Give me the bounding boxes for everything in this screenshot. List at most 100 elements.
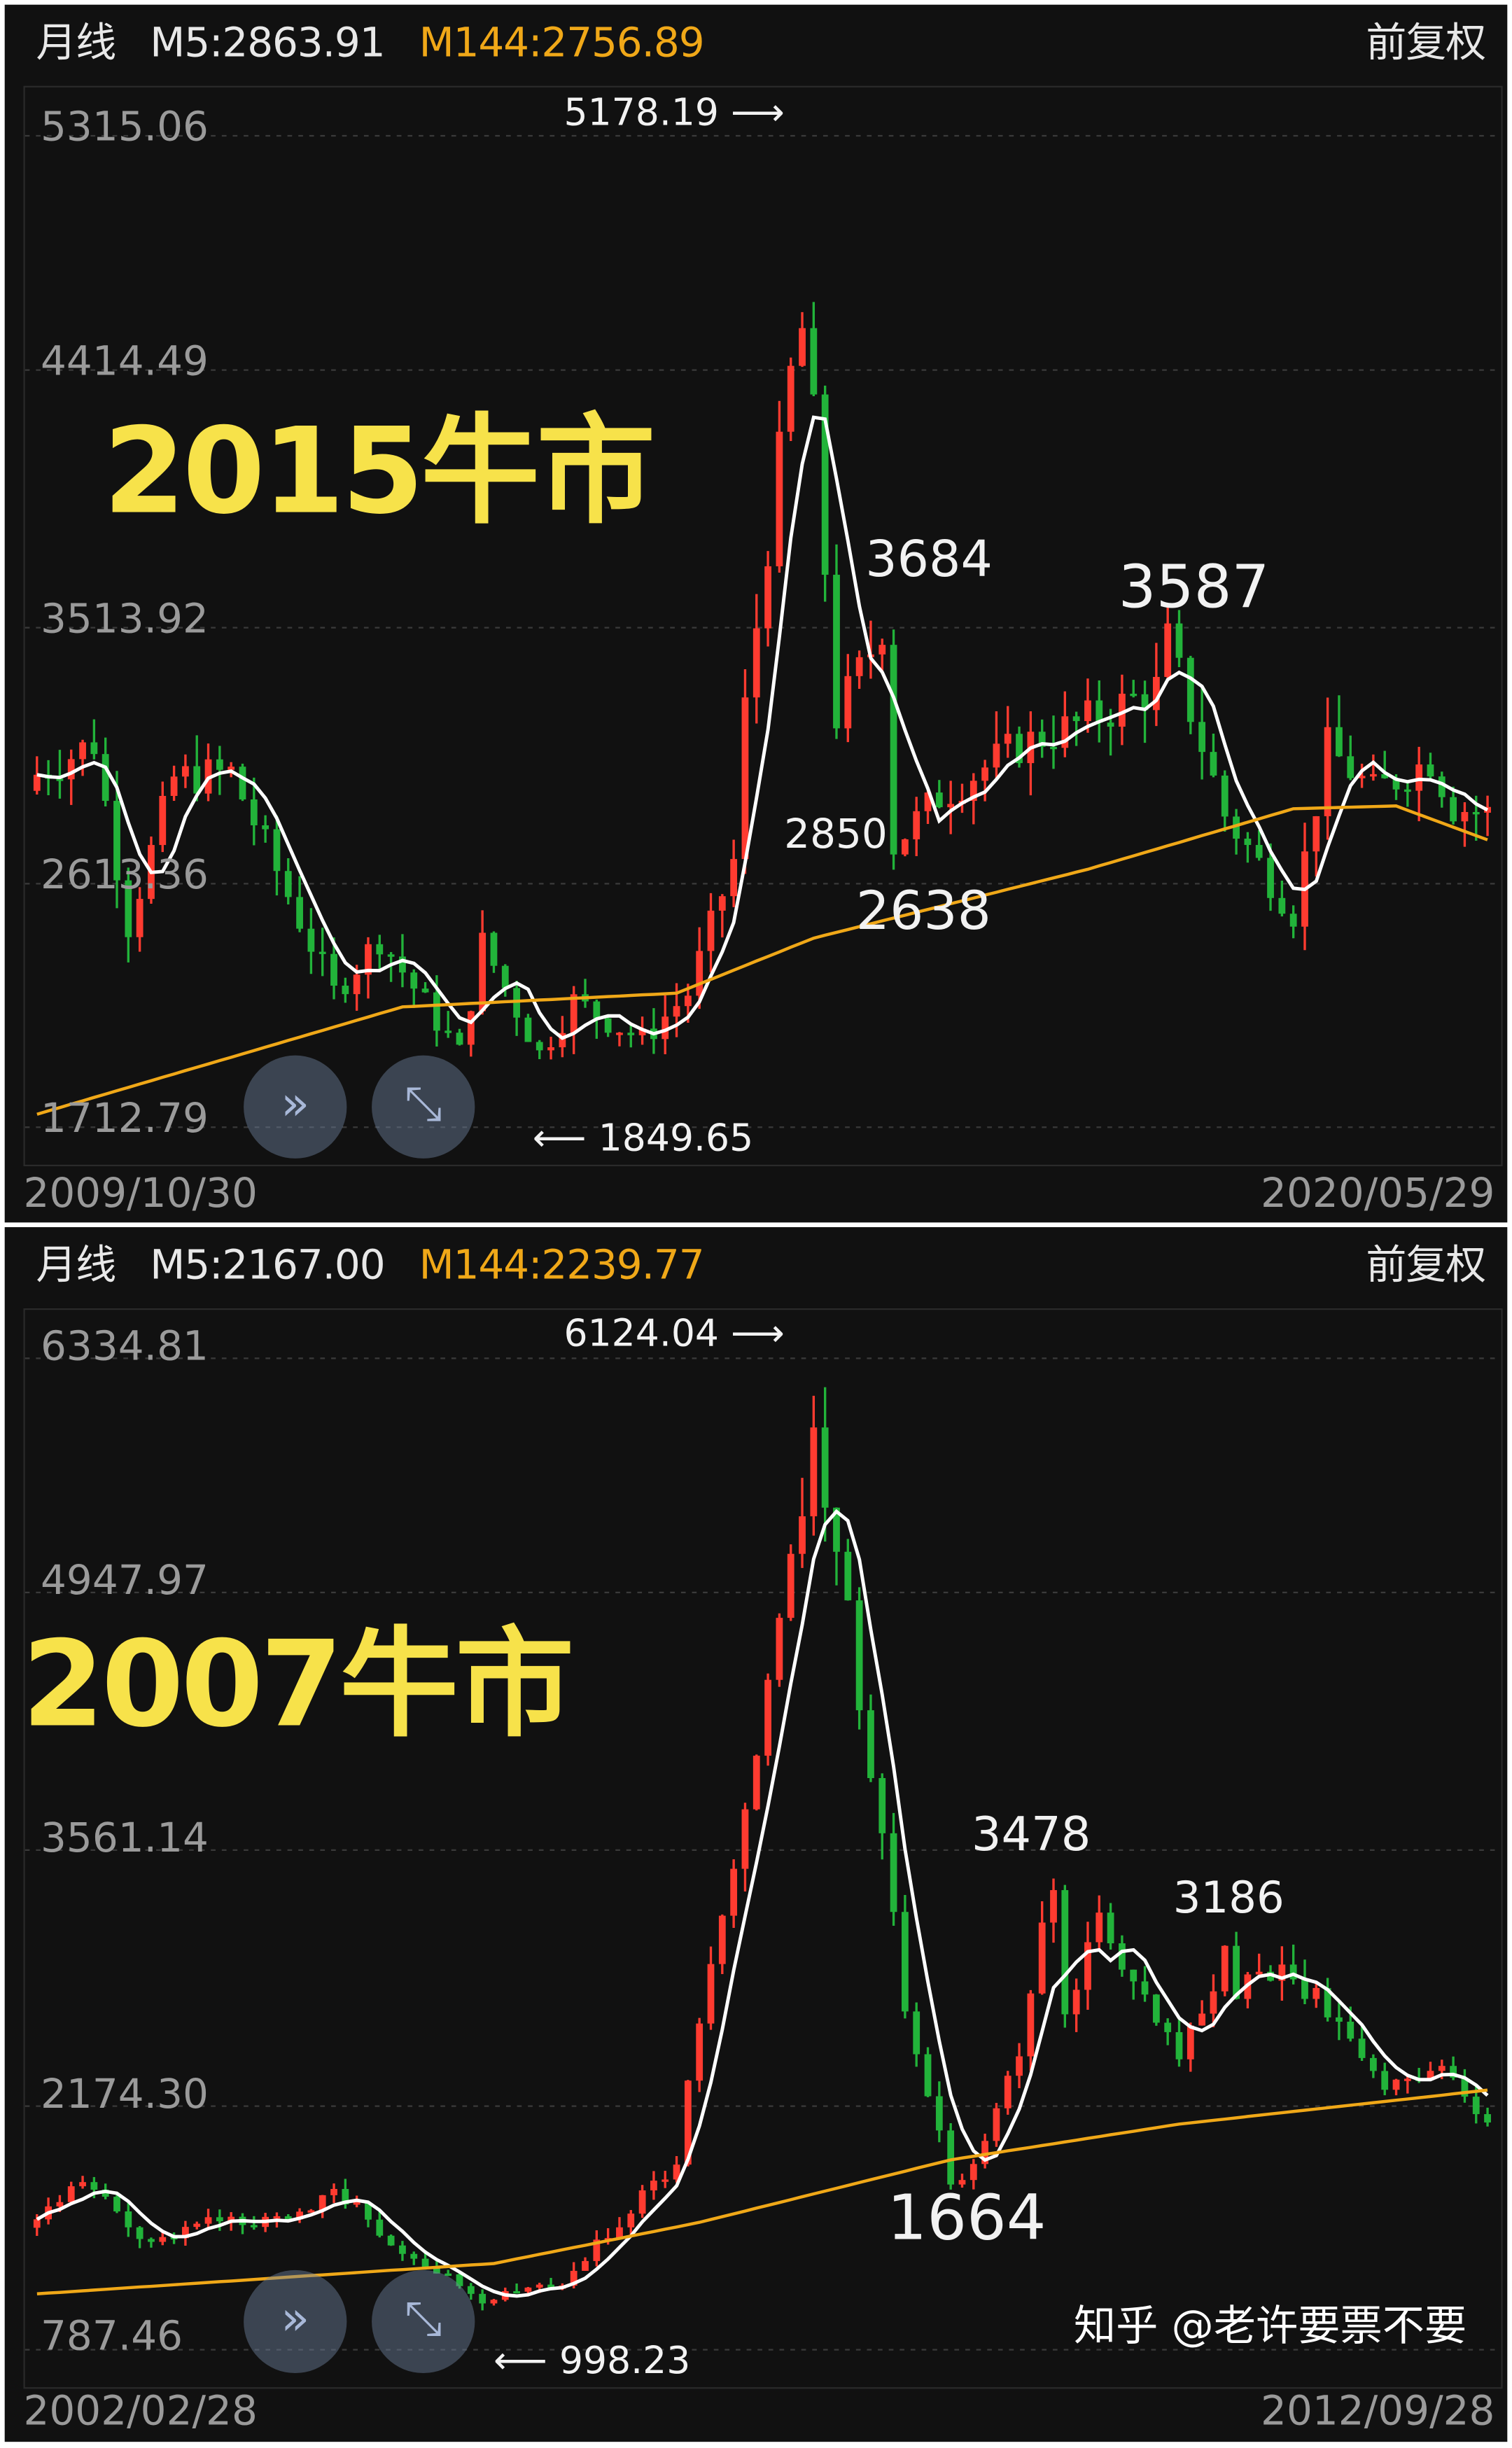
y-tick: 787.46	[41, 2314, 183, 2361]
double-chevron-icon[interactable]: »	[244, 2269, 347, 2374]
candle-body	[159, 2237, 167, 2242]
candle-body	[776, 431, 783, 566]
expand-arrows-icon[interactable]: ⤡	[372, 1055, 475, 1159]
candle-body	[524, 1017, 532, 1042]
candle-body	[650, 2181, 657, 2190]
candle-body	[1336, 727, 1343, 757]
candle-body	[1450, 2066, 1457, 2078]
candle-body	[1084, 700, 1091, 722]
candlestick-plot[interactable]: 5315.06 4414.49 3513.92 2613.36 1712.79 …	[23, 85, 1503, 1167]
candle-body	[1186, 657, 1194, 722]
candle-body	[752, 1756, 760, 1810]
adjust-mode[interactable]: 前复权	[1366, 20, 1486, 67]
candle-body	[227, 767, 235, 770]
candle-body	[1472, 2097, 1480, 2115]
candle-body	[125, 2211, 132, 2227]
candle-body	[1130, 1969, 1138, 1982]
candle-body	[718, 1915, 726, 1964]
candle-body	[410, 972, 418, 989]
candle-body	[1301, 1979, 1308, 1999]
candle-body	[1278, 897, 1286, 914]
y-tick: 3561.14	[41, 1815, 209, 1863]
candle-body	[1484, 2114, 1491, 2122]
candle-body	[1312, 816, 1320, 852]
candle-body	[1016, 2056, 1023, 2076]
candle-body	[787, 1553, 794, 1618]
candle-body	[627, 2213, 635, 2227]
candle-body	[330, 2188, 337, 2195]
arrow-left-icon: ⟵	[493, 2338, 547, 2383]
y-tick: 4414.49	[41, 338, 209, 386]
candle-body	[136, 899, 144, 937]
candle-body	[730, 1868, 738, 1916]
m5-value: M5:2863.91	[150, 20, 385, 67]
candle-body	[890, 1833, 897, 1912]
candle-body	[536, 2284, 543, 2288]
candle-body	[810, 328, 818, 395]
candle-body	[718, 896, 726, 911]
candle-body	[102, 2189, 109, 2197]
candle-body	[833, 1507, 840, 1552]
expand-arrows-icon[interactable]: ⤡	[372, 2269, 475, 2374]
candle-body	[1461, 2078, 1469, 2097]
chart-header: 月线 M5:2863.91 M144:2756.89 前复权	[5, 5, 1508, 83]
candle-body	[1244, 839, 1252, 846]
candle-body	[444, 1030, 452, 1033]
low-value: 1849.65	[598, 1116, 754, 1161]
candle-body	[399, 2245, 406, 2254]
candle-body	[113, 801, 120, 881]
candle-body	[638, 2190, 646, 2214]
candle-body	[821, 1427, 829, 1508]
candle-body	[33, 2219, 41, 2228]
adjust-mode[interactable]: 前复权	[1366, 1242, 1486, 1289]
candle-body	[741, 697, 749, 860]
chart-panel-2007: 月线 M5:2167.00 M144:2239.77 前复权 6334.81 4…	[4, 1227, 1508, 2442]
candle-body	[365, 2202, 372, 2220]
candle-body	[547, 1047, 554, 1051]
candle-body	[421, 988, 429, 993]
candle-body	[1358, 776, 1366, 778]
candle-body	[559, 1033, 566, 1048]
candle-body	[536, 1042, 543, 1051]
candle-body	[79, 742, 86, 760]
candle-body	[284, 2216, 292, 2220]
low-value: 998.23	[559, 2338, 691, 2383]
candle-body	[1450, 797, 1457, 822]
candle-body	[1324, 1987, 1331, 2017]
annotation: 1664	[887, 2182, 1046, 2255]
candle-body	[1186, 2025, 1194, 2059]
candle-body	[696, 951, 704, 996]
candle-body	[56, 778, 64, 781]
candle-body	[1221, 1945, 1228, 1992]
candle-body	[433, 992, 440, 1031]
candle-body	[376, 944, 384, 955]
candle-body	[662, 2179, 669, 2182]
candle-body	[947, 2130, 955, 2185]
candle-body	[1221, 775, 1228, 817]
candle-body	[1336, 2017, 1343, 2022]
candlestick-plot[interactable]: 6334.81 4947.97 3561.14 2174.30 787.46 6…	[22, 1308, 1503, 2389]
candle-body	[570, 994, 578, 1033]
candle-body	[935, 2096, 943, 2131]
candle-body	[513, 2290, 521, 2294]
m5-line	[36, 415, 1489, 1040]
candle-body	[1027, 1993, 1035, 2057]
bull-market-label: 2007牛市	[22, 1614, 574, 1754]
candle-body	[456, 1033, 463, 1045]
watermark: 知乎 @老许要票不要	[1073, 2302, 1467, 2351]
double-chevron-icon[interactable]: »	[244, 1055, 347, 1159]
candle-body	[376, 2219, 384, 2236]
candle-body	[993, 743, 1000, 768]
m5-line	[36, 1509, 1489, 2298]
candle-body	[1381, 2071, 1389, 2090]
candle-body	[1347, 2022, 1354, 2039]
candle-body	[901, 839, 909, 855]
annotation: 3587	[1118, 552, 1270, 622]
candle-body	[684, 995, 692, 1007]
arrow-right-icon: ⟶	[731, 1311, 785, 1355]
candle-body	[1096, 1912, 1103, 1943]
period-label[interactable]: 月线	[36, 1242, 116, 1289]
candle-body	[1107, 1912, 1114, 1944]
arrow-right-icon: ⟶	[731, 90, 785, 134]
period-label[interactable]: 月线	[36, 20, 116, 67]
